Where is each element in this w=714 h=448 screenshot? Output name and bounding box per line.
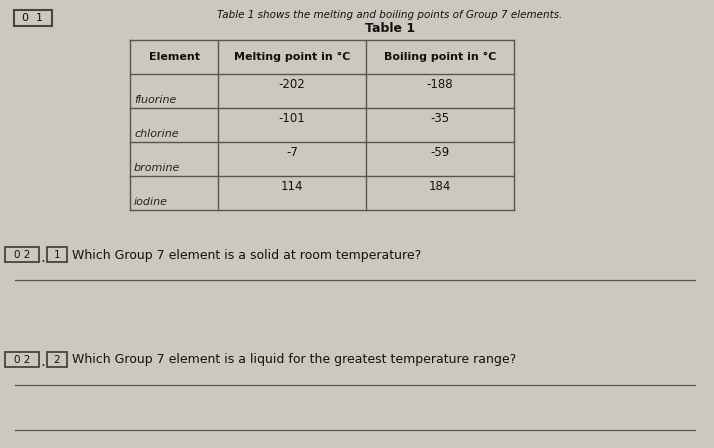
Text: -59: -59 [431,146,450,159]
Text: -101: -101 [278,112,306,125]
FancyBboxPatch shape [47,353,67,367]
Text: 0  1: 0 1 [23,13,44,23]
Text: Element: Element [149,52,199,62]
Text: .: . [41,354,46,370]
Text: 114: 114 [281,180,303,193]
Text: -7: -7 [286,146,298,159]
Text: 0 2: 0 2 [14,250,30,260]
Text: 184: 184 [429,180,451,193]
FancyBboxPatch shape [5,353,39,367]
Text: Table 1 shows the melting and boiling points of Group 7 elements.: Table 1 shows the melting and boiling po… [217,10,563,20]
Text: bromine: bromine [134,163,181,173]
FancyBboxPatch shape [14,10,52,26]
Text: chlorine: chlorine [134,129,178,139]
Text: .: . [41,250,46,264]
Text: iodine: iodine [134,197,168,207]
Text: -188: -188 [427,78,453,90]
Text: fluorine: fluorine [134,95,176,105]
Text: 2: 2 [54,355,60,365]
Text: Table 1: Table 1 [365,22,415,35]
FancyBboxPatch shape [5,247,39,263]
Text: Which Group 7 element is a solid at room temperature?: Which Group 7 element is a solid at room… [72,249,421,262]
Text: 0 2: 0 2 [14,355,30,365]
Text: 1: 1 [54,250,60,260]
Text: Boiling point in °C: Boiling point in °C [384,52,496,62]
Text: Melting point in °C: Melting point in °C [233,52,350,62]
Text: Which Group 7 element is a liquid for the greatest temperature range?: Which Group 7 element is a liquid for th… [72,353,516,366]
Text: -35: -35 [431,112,450,125]
FancyBboxPatch shape [47,247,67,263]
Text: -202: -202 [278,78,306,90]
